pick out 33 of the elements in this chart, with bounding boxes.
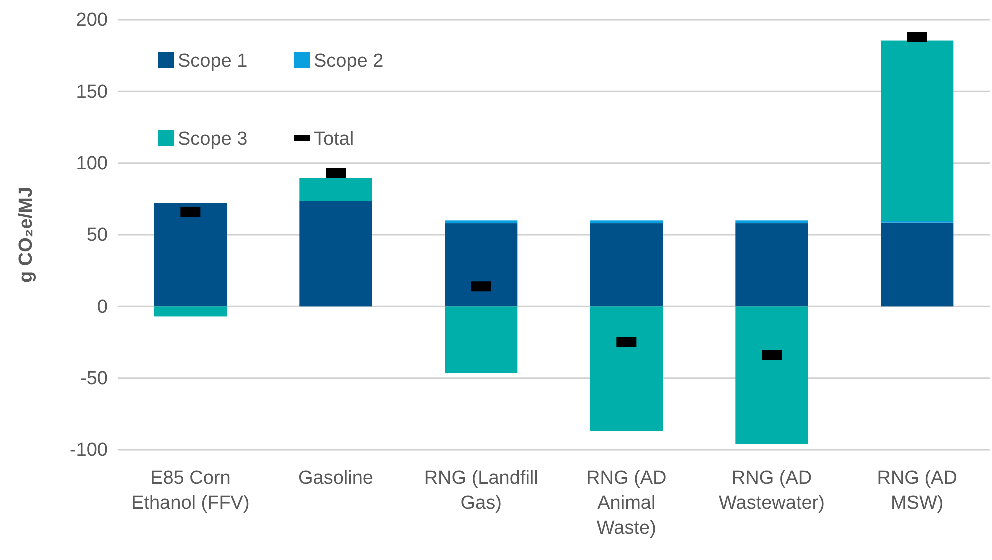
y-tick-label: 200 (76, 10, 108, 32)
x-tick-label: RNG (AD Wastewater) (719, 468, 825, 514)
y-tick-label: -50 (80, 368, 108, 390)
bar (736, 306, 808, 444)
y-tick-label: -100 (70, 440, 108, 462)
bar (445, 306, 518, 374)
x-tick-label: RNG (AD MSW) (877, 468, 958, 514)
bar (590, 224, 663, 307)
legend-label: Scope 2 (314, 51, 384, 72)
bar (881, 40, 954, 222)
bar (736, 224, 808, 307)
legend-label: Total (314, 129, 354, 150)
bar (154, 306, 227, 317)
y-tick-label: 50 (86, 225, 108, 246)
bar (590, 220, 663, 224)
bar (736, 220, 808, 224)
bar (590, 306, 663, 432)
y-tick-label: 150 (76, 82, 108, 103)
bar (300, 178, 372, 202)
x-tick-label: Gasoline (298, 468, 374, 489)
bar (154, 203, 227, 307)
x-tick-label: RNG (AD Animal Waste) (586, 468, 667, 539)
y-axis-title: g CO₂e/MJ (16, 186, 37, 284)
x-tick-label: RNG (Landfill Gas) (424, 468, 538, 514)
bar (300, 201, 372, 307)
legend-label: Scope 3 (178, 129, 248, 150)
y-tick-label: 100 (76, 153, 108, 174)
legend-label: Scope 1 (178, 51, 248, 72)
bar (445, 224, 518, 307)
bar (445, 220, 518, 224)
x-tick-label: E85 Corn Ethanol (FFV) (132, 468, 250, 514)
bar (881, 222, 954, 307)
y-tick-label: 0 (97, 296, 108, 318)
